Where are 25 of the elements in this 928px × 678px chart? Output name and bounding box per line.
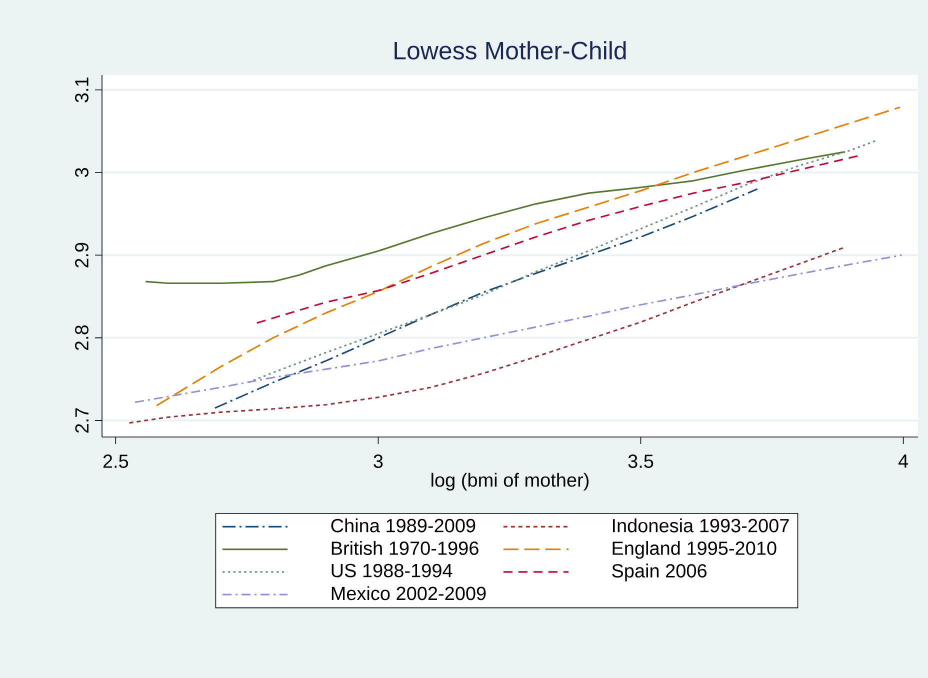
legend-label: China 1989-2009 — [331, 518, 476, 532]
line-series — [134, 254, 903, 404]
line-series — [214, 188, 758, 409]
x-tick-label: 2.5 — [103, 454, 128, 468]
line-series — [128, 246, 844, 424]
line-series — [256, 155, 858, 324]
legend-label: England 1995-2010 — [612, 541, 776, 559]
line-series — [156, 106, 901, 406]
y-tick-label: 2.7 — [75, 408, 88, 433]
x-tick-label: 3 — [374, 454, 383, 468]
x-tick-label: 4 — [898, 454, 908, 468]
y-tick-label: 2.8 — [75, 325, 88, 350]
x-tick-label: 3.5 — [628, 454, 654, 468]
y-tick-label: 2.9 — [75, 242, 88, 268]
y-tick-label: 3 — [75, 168, 88, 178]
x-axis-title: log (bmi of mother) — [432, 472, 589, 491]
y-tick-label: 3.1 — [75, 78, 88, 102]
chart-title: Lowess Mother-Child — [394, 41, 626, 60]
legend-label: Spain 2006 — [612, 564, 706, 582]
line-series — [248, 139, 878, 384]
legend-label: Indonesia 1993-2007 — [612, 518, 789, 532]
line-series — [144, 151, 846, 284]
legend-label: US 1988-1994 — [332, 564, 452, 578]
legend-label: Mexico 2002-2009 — [332, 586, 486, 600]
legend-label: British 1970-1996 — [332, 541, 478, 555]
